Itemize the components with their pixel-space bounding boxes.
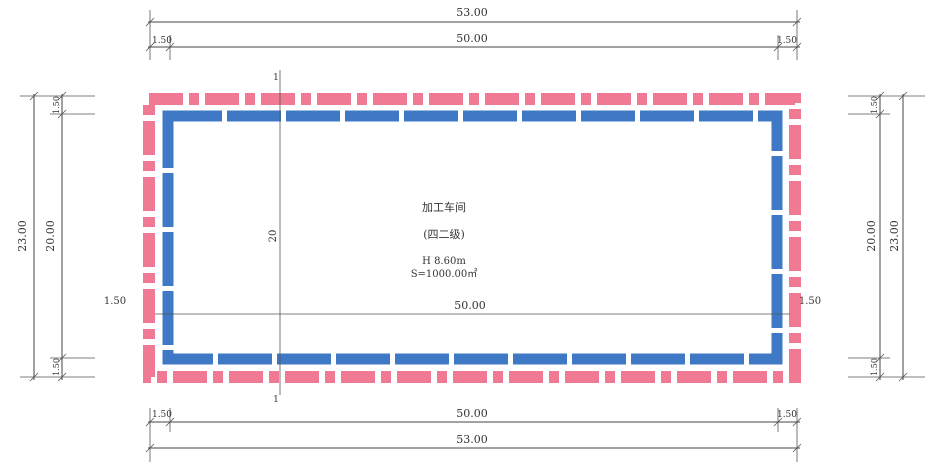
bottom-left-margin-dim: 1.50	[152, 410, 172, 420]
top-total-dim: 53.00	[456, 6, 488, 19]
top-inner-dim: 50.00	[456, 32, 488, 45]
left-bottom-margin-dim: 1.50	[52, 358, 61, 376]
section-lines: 1 1 20 1.50 1.50 50.00	[104, 70, 821, 405]
bottom-dimensions: 50.00 53.00 1.50 1.50	[145, 407, 802, 462]
top-left-margin-dim: 1.50	[152, 36, 172, 46]
mid-span-dim: 50.00	[454, 299, 486, 312]
bottom-total-dim: 53.00	[456, 433, 488, 446]
left-dimensions: 23.00 20.00 1.50 1.50	[16, 91, 95, 382]
mid-left-dim: 1.50	[104, 296, 126, 307]
left-inner-dim: 20.00	[44, 220, 57, 252]
section-mark-mid: 20	[268, 230, 279, 243]
top-right-margin-dim: 1.50	[777, 36, 797, 46]
right-total-dim: 23.00	[888, 220, 901, 252]
right-top-margin-dim: 1.50	[870, 96, 879, 114]
bottom-right-margin-dim: 1.50	[777, 410, 797, 420]
building-label: 加工车间 (四二级) H 8.60m S=1000.00㎡	[411, 200, 478, 280]
building-outline	[162, 110, 783, 365]
right-bottom-margin-dim: 1.50	[870, 358, 879, 376]
right-inner-dim: 20.00	[865, 220, 878, 252]
left-total-dim: 23.00	[16, 220, 29, 252]
building-height: H 8.60m	[422, 256, 466, 267]
section-mark-bottom: 1	[273, 395, 279, 405]
building-name: 加工车间	[422, 200, 466, 214]
mid-right-dim: 1.50	[799, 296, 821, 307]
left-top-margin-dim: 1.50	[52, 96, 61, 114]
building-area: S=1000.00㎡	[411, 268, 478, 280]
top-dimensions: 53.00 50.00 1.50 1.50	[145, 6, 802, 60]
bottom-inner-dim: 50.00	[456, 407, 488, 420]
section-mark-top: 1	[273, 73, 279, 83]
building-number: (四二级)	[423, 228, 465, 241]
outer-boundary	[143, 93, 801, 383]
right-dimensions: 20.00 23.00 1.50 1.50	[848, 91, 925, 382]
